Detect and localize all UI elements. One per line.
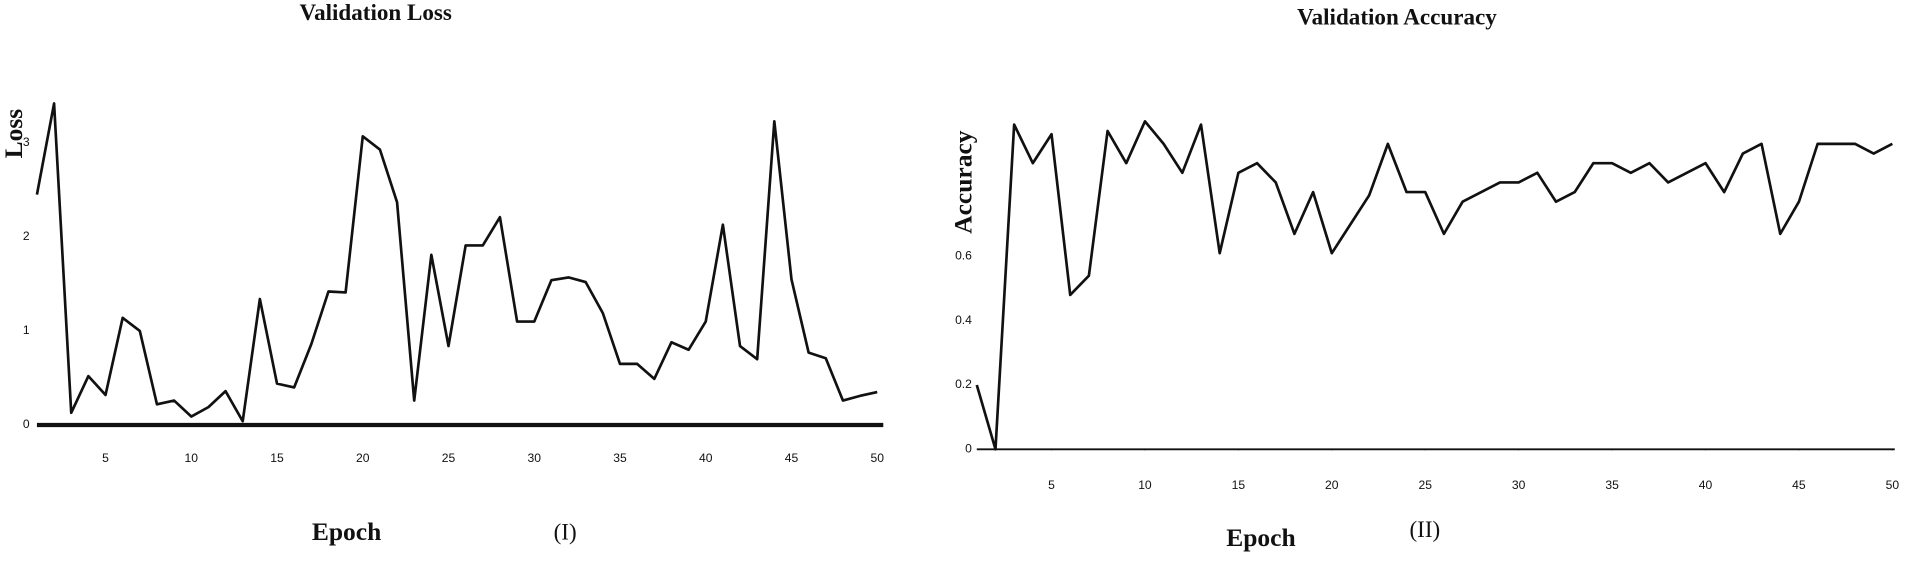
x-tick-label: 20 [1325, 478, 1339, 492]
x-axis-label: Epoch [312, 517, 381, 546]
x-tick-label: 20 [356, 451, 370, 465]
x-tick-label: 45 [785, 451, 799, 465]
y-axis-label: Accuracy [949, 130, 978, 234]
x-tick-label: 40 [699, 451, 713, 465]
chart-title: Validation Accuracy [1297, 4, 1497, 30]
y-tick-label: 0 [965, 441, 972, 455]
x-tick-label: 40 [1699, 478, 1713, 492]
y-tick-label: 0.4 [955, 313, 972, 327]
x-tick-label: 30 [527, 451, 541, 465]
y-tick-label: 0 [23, 417, 30, 431]
y-tick-label: 1 [23, 323, 30, 337]
panel-label: (II) [1409, 516, 1440, 542]
x-tick-label: 25 [442, 451, 456, 465]
x-tick-label: 35 [1605, 478, 1619, 492]
y-tick-label: 0.2 [955, 377, 972, 391]
chart-title: Validation Loss [300, 0, 452, 25]
data-line [975, 120, 1893, 451]
x-tick-label: 15 [270, 451, 284, 465]
y-axis-label: Loss [0, 109, 28, 159]
x-tick-label: 25 [1418, 478, 1432, 492]
x-tick-label: 30 [1512, 478, 1526, 492]
x-tick-label: 35 [613, 451, 627, 465]
x-tick-label: 5 [102, 451, 109, 465]
x-tick-label: 10 [1138, 478, 1152, 492]
y-tick-label: 3 [23, 135, 30, 149]
x-tick-label: 50 [1886, 478, 1900, 492]
x-tick-label: 5 [1048, 478, 1055, 492]
y-tick-label: 2 [23, 229, 30, 243]
x-tick-label: 50 [870, 451, 884, 465]
x-axis-label: Epoch [1226, 523, 1295, 552]
x-tick-label: 45 [1792, 478, 1806, 492]
x-tick-label: 10 [185, 451, 199, 465]
x-tick-label: 15 [1232, 478, 1246, 492]
data-line [35, 102, 878, 423]
panel-label: (I) [554, 519, 577, 545]
y-tick-label: 0.6 [955, 249, 972, 263]
